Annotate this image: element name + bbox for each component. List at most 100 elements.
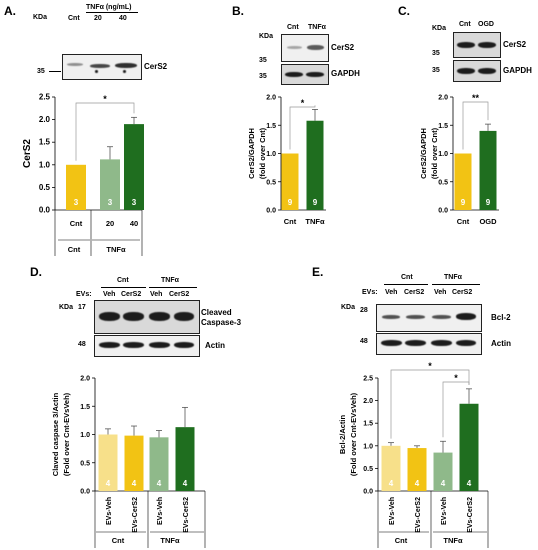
band <box>149 312 170 321</box>
chart-b-ytick-label: 0.0 <box>266 208 276 215</box>
chart-e-category-label: EVs-Veh <box>441 497 448 525</box>
chart-a-significance-bracket <box>75 102 135 161</box>
chart-c-n-label: 9 <box>486 198 491 207</box>
chart-e-category-label: EVs-Veh <box>389 497 396 525</box>
chart-e-category-label: EVs-CerS2 <box>467 497 474 533</box>
blot-c-marker-1: 35 <box>432 50 440 57</box>
blot-e-group-line-1 <box>384 284 428 285</box>
band <box>174 342 194 348</box>
chart-c-ylabel-2: (fold over Cnt) <box>430 127 439 179</box>
band <box>457 42 475 48</box>
blot-e-lane-2: CerS2 <box>404 289 425 296</box>
chart-c-bar <box>454 153 472 210</box>
blot-a-kda-label: KDa <box>33 14 48 21</box>
chart-e-ylabel: Bcl-2/Actin <box>338 415 347 455</box>
chart-b-significance-bracket <box>289 105 316 150</box>
blot-c-cers2 <box>453 32 501 58</box>
chart-e-bar <box>433 452 453 491</box>
blot-a-header: TNFα (ng/mL) <box>86 4 132 11</box>
chart-c-ytick-label: 2.0 <box>438 95 448 102</box>
chart-d-bar <box>124 435 144 491</box>
chart-e-ytick-label: 2.0 <box>363 398 373 405</box>
band <box>90 64 110 68</box>
chart-e-ytick-label: 1.0 <box>363 443 373 450</box>
chart-a-category-label: 20 <box>106 219 114 228</box>
chart-d-ytick-label: 1.0 <box>80 432 90 439</box>
blot-e-marker-1: 28 <box>360 307 368 314</box>
blot-b-lane-2: TNFα <box>308 24 326 31</box>
chart-d-ytick-label: 0.5 <box>80 460 90 467</box>
chart-a-ytick-label: 2.0 <box>39 115 51 124</box>
chart-e-category-label: EVs-CerS2 <box>415 497 422 533</box>
chart-a-n-label: 3 <box>74 198 79 207</box>
chart-e-n-label: 4 <box>441 479 446 488</box>
band <box>174 312 194 321</box>
chart-b-bar <box>281 153 299 210</box>
blot-e-lane-4: CerS2 <box>452 289 473 296</box>
blot-e-group-1: Cnt <box>401 274 413 281</box>
chart-b-ytick-label: 2.0 <box>266 95 276 102</box>
chart-a-group-label: Cnt <box>68 245 81 254</box>
blot-c-lane-2: OGD <box>478 21 494 28</box>
blot-c-kda-label: KDa <box>432 25 447 32</box>
blot-d-lane-1: Veh <box>103 291 116 298</box>
blot-b-kda-label: KDa <box>259 33 274 40</box>
chart-d-ylabel: Claved caspase 3/Actin <box>51 392 60 476</box>
blot-d-group-2: TNFα <box>161 277 179 284</box>
blot-d-evs-label: EVs: <box>76 291 92 298</box>
chart-a-significance-mark: * <box>103 94 107 104</box>
chart-b-ytick-label: 1.5 <box>266 123 276 130</box>
panel-label-a: A. <box>4 4 16 18</box>
blot-d-protein-2: Caspase-3 <box>201 318 242 327</box>
chart-a-ylabel: CerS2 <box>22 139 33 168</box>
blot-a-lane-2: 20 <box>94 15 102 22</box>
blot-e-evs-label: EVs: <box>362 289 378 296</box>
chart-a-bar <box>100 159 120 210</box>
chart-b-ytick-label: 0.5 <box>266 179 276 186</box>
blot-d-kda-label: KDa <box>59 304 74 311</box>
blot-d-protein-3: Actin <box>205 341 225 350</box>
chart-e-ytick-label: 1.5 <box>363 421 373 428</box>
blot-e-bcl2 <box>376 304 482 332</box>
chart-a-group-label: TNFα <box>106 245 126 254</box>
chart-a-ytick-label: 1.5 <box>39 138 51 147</box>
chart-d-category-label: EVs-CerS2 <box>183 497 190 533</box>
band <box>99 342 120 348</box>
blot-c-lane-1: Cnt <box>459 21 471 28</box>
chart-d-n-label: 4 <box>157 479 162 488</box>
chart-b-category-label: Cnt <box>284 217 297 226</box>
chart-b-significance-mark: * <box>301 98 305 108</box>
chart-d-ytick-label: 0.0 <box>80 489 90 496</box>
chart-c-significance-mark: ** <box>472 93 480 103</box>
blot-e-lane-1: Veh <box>385 289 398 296</box>
chart-e-ytick-label: 0.5 <box>363 466 373 473</box>
chart-d-bar <box>98 434 118 491</box>
chart-a-ytick-label: 0.0 <box>39 206 51 215</box>
blot-d-lane-2: CerS2 <box>121 291 142 298</box>
chart-d-category-label: EVs-Veh <box>106 497 113 525</box>
blot-d-caspase <box>94 300 200 334</box>
chart-e-group-label: TNFα <box>443 536 463 545</box>
chart-d-bar <box>175 427 195 491</box>
chart-a-ytick-label: 2.5 <box>39 93 51 102</box>
band <box>149 342 170 348</box>
band <box>456 313 476 320</box>
band <box>406 315 425 319</box>
chart-b-bar <box>306 120 324 210</box>
blot-a-cers2 <box>62 54 142 80</box>
chart-e-significance-mark: * <box>428 361 432 371</box>
panel-label-b: B. <box>232 4 244 18</box>
chart-d-group-label: Cnt <box>112 536 125 545</box>
chart-c-category-label: Cnt <box>457 217 470 226</box>
band <box>432 315 451 319</box>
chart-e-group-label: Cnt <box>395 536 408 545</box>
blot-e-actin <box>376 333 482 355</box>
chart-e-significance-mark: * <box>454 373 458 383</box>
chart-d-n-label: 4 <box>132 479 137 488</box>
chart-a-ytick-label: 0.5 <box>39 183 51 192</box>
chart-e-n-label: 4 <box>389 479 394 488</box>
blot-a-marker-tick <box>49 71 61 72</box>
blot-b-gapdh <box>281 64 329 85</box>
chart-d-category-label: EVs-CerS2 <box>132 497 139 533</box>
